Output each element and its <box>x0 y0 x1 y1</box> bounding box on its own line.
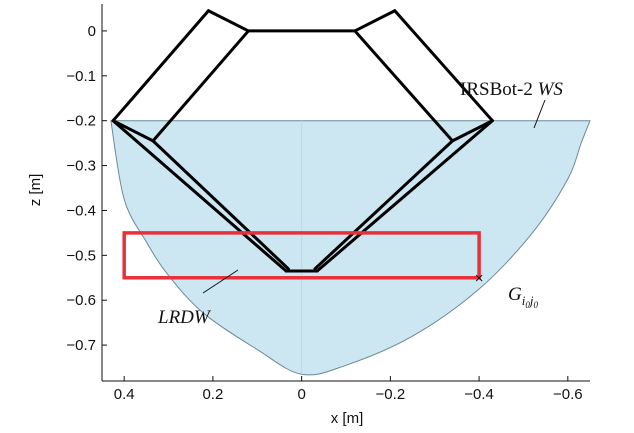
y-tick-label: −0.1 <box>66 68 96 85</box>
robot-link <box>313 139 454 271</box>
annotations: IRSBot-2 WS LRDW Gi0j0 <box>157 79 563 328</box>
robot-link <box>111 9 210 123</box>
robot-link <box>111 119 155 143</box>
robot-link <box>151 29 250 143</box>
robot-link <box>393 9 494 123</box>
g-label-sub-i: i <box>522 293 526 308</box>
robot-outline <box>111 9 494 273</box>
lrdw-label: LRDW <box>157 307 212 328</box>
ws-label-main: IRSBot-2 <box>460 79 538 100</box>
workspace-area <box>110 120 591 376</box>
corner-marker-symbol: × <box>475 270 484 287</box>
robot-link <box>111 119 288 273</box>
y-tick-label: −0.2 <box>66 113 96 130</box>
x-axis-title: x [m] <box>331 410 364 427</box>
ws-label: IRSBot-2 WS <box>460 79 563 100</box>
x-tick-label: 0 <box>297 386 305 403</box>
ws-label-italic: WS <box>538 79 564 100</box>
x-tick-label: −0.2 <box>376 386 406 403</box>
y-tick-label: −0.4 <box>66 202 96 219</box>
robot-link <box>151 139 290 271</box>
y-tick-label: 0 <box>88 23 96 40</box>
g-label-base: G <box>508 284 522 305</box>
x-tick-label: 0.4 <box>114 386 135 403</box>
robot-link <box>353 9 397 33</box>
y-tick-label: −0.6 <box>66 292 96 309</box>
x-tick-label: 0.2 <box>202 386 223 403</box>
lrdw-rectangle <box>122 231 481 280</box>
g-label: Gi0j0 <box>508 284 538 310</box>
ws-leader-line <box>533 99 546 129</box>
workspace-region <box>110 120 591 376</box>
lrdw-leader-line <box>202 269 239 294</box>
robot-link <box>315 119 494 273</box>
x-tick-label: −0.4 <box>464 386 494 403</box>
x-tick-label: −0.6 <box>553 386 583 403</box>
robot-link <box>353 29 454 143</box>
y-axis-title: z [m] <box>27 174 44 207</box>
robot-link <box>206 9 250 33</box>
g-label-sub-i0: 0 <box>525 300 530 310</box>
corner-marker: × <box>475 270 484 287</box>
axes: 0 −0.1 −0.2 −0.3 −0.4 −0.5 −0.6 −0.7 0.4 0.2 0 −0.2… <box>66 4 590 403</box>
y-tick-label: −0.5 <box>66 247 96 264</box>
g-label-sub-j0: 0 <box>533 300 538 310</box>
y-tick-label: −0.3 <box>66 158 96 175</box>
g-label-sub-j: j <box>528 293 534 308</box>
lrdw-box <box>122 231 481 280</box>
y-tick-label: −0.7 <box>66 337 96 354</box>
robot-link <box>450 119 494 143</box>
